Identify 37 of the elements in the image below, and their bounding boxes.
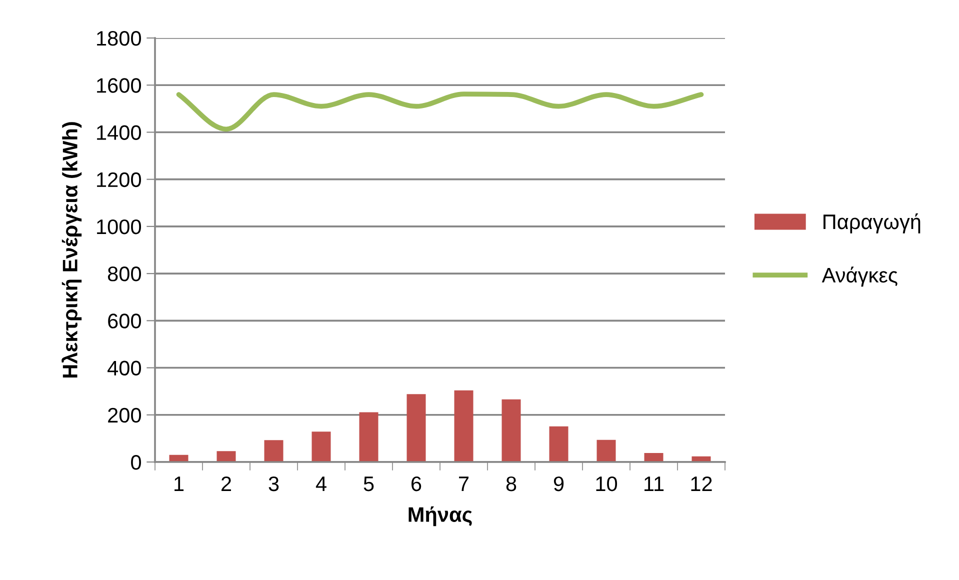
x-tick-label: 5 bbox=[364, 476, 374, 492]
x-tick-label: 1 bbox=[174, 476, 184, 491]
legend-label: Ανάγκες bbox=[822, 266, 898, 287]
y-tick-label: 1800 bbox=[97, 31, 141, 46]
bar bbox=[216, 451, 236, 462]
x-tick-label: 8 bbox=[506, 476, 516, 492]
x-tick-label: 11 bbox=[644, 476, 664, 491]
x-axis-title: Μήνας bbox=[408, 506, 472, 526]
x-tick-label: 9 bbox=[554, 476, 564, 492]
bar bbox=[312, 432, 331, 462]
y-tick-label: 800 bbox=[108, 266, 141, 282]
y-tick-label: 600 bbox=[108, 314, 141, 328]
bar bbox=[502, 399, 521, 462]
line-series bbox=[176, 92, 704, 132]
bar bbox=[359, 412, 378, 462]
legend-label: Παραγωγή bbox=[824, 213, 920, 234]
x-tick-label: 2 bbox=[222, 476, 231, 491]
x-tick-label: 6 bbox=[412, 476, 422, 492]
bar bbox=[406, 394, 426, 462]
y-axis-title: Ηλεκτρική Ενέργεια (kWh) bbox=[62, 122, 82, 378]
y-tick-label: 400 bbox=[108, 360, 141, 376]
y-tick-label: 1000 bbox=[97, 219, 141, 234]
x-tick-label: 12 bbox=[691, 476, 712, 491]
y-tick-label: 1400 bbox=[97, 125, 141, 140]
x-tick-label: 4 bbox=[316, 476, 326, 491]
y-tick-label: 1600 bbox=[97, 78, 141, 93]
bar bbox=[264, 440, 284, 462]
bar bbox=[549, 426, 568, 462]
bar bbox=[596, 440, 616, 462]
x-tick-label: 10 bbox=[596, 476, 618, 492]
y-tick-label: 200 bbox=[108, 408, 141, 423]
x-tick-label: 7 bbox=[459, 476, 468, 491]
y-tick-label: 1200 bbox=[97, 172, 141, 188]
x-tick-label: 3 bbox=[268, 476, 279, 492]
y-tick-label: 0 bbox=[131, 455, 141, 470]
bar bbox=[644, 453, 664, 462]
bar bbox=[454, 390, 474, 462]
